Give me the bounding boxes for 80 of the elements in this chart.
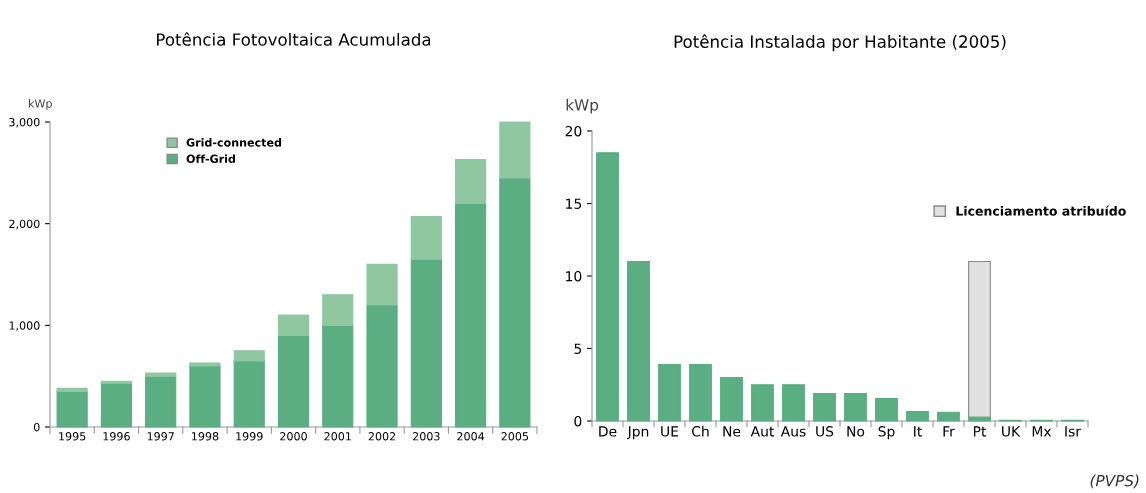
bar [410, 215, 442, 260]
bar [366, 263, 398, 306]
y-tick-label: 3,000 [9, 117, 40, 128]
bar [875, 397, 898, 422]
x-tick-label: Pt [973, 426, 987, 437]
x-tick-label: Isr [1065, 426, 1082, 437]
bar [145, 375, 177, 428]
text: (PVPS) [1090, 474, 1139, 489]
y-tick-label: 0 [33, 422, 40, 432]
legend-label: Grid-connected [186, 138, 282, 147]
x-tick-label: 2001 [324, 432, 351, 441]
x-tick-label: 2003 [412, 432, 440, 441]
x-tick-label: Fr [943, 426, 955, 437]
x-tick-label: 1998 [192, 432, 219, 441]
x-tick-label: 2005 [501, 432, 529, 441]
bar [751, 384, 774, 422]
bar [627, 260, 650, 422]
bar [100, 380, 133, 384]
bar [56, 387, 88, 392]
bar [100, 382, 133, 428]
chart-title: Potência Fotovoltaica Acumulada [157, 32, 431, 46]
bar [937, 411, 960, 422]
bar [322, 294, 354, 326]
y-tick-label: 1,000 [9, 321, 40, 331]
x-tick-label: Sp [878, 426, 895, 440]
x-tick-label: 2002 [368, 432, 396, 441]
bar [277, 314, 310, 337]
bar [366, 304, 398, 428]
y-tick-label: 0 [574, 415, 582, 427]
bar [658, 363, 681, 422]
bar [844, 392, 867, 422]
bar [233, 350, 265, 362]
bar [322, 324, 354, 428]
bar [145, 372, 177, 377]
x-tick-label: 1995 [59, 432, 86, 441]
bar [56, 390, 88, 428]
bar [906, 411, 929, 422]
bar [189, 362, 221, 367]
x-tick-label: UK [1002, 426, 1021, 437]
x-tick-label: Aus [780, 426, 806, 437]
bar [277, 334, 310, 428]
x-tick-label: US [816, 426, 834, 437]
y-axis-title: kWp [566, 98, 599, 114]
bar [782, 384, 805, 422]
y-tick-label: 10 [566, 270, 582, 282]
x-tick-label: Ne [723, 426, 741, 437]
y-tick-label: 15 [566, 198, 582, 209]
y-tick-label: 20 [565, 125, 582, 137]
y-axis-title: kWp [29, 99, 52, 110]
x-tick-label: 1996 [103, 432, 130, 441]
y-tick-label: 2,000 [9, 219, 40, 230]
x-tick-label: No [847, 426, 865, 437]
x-tick-label: Jpn [626, 426, 649, 440]
bar [813, 392, 836, 422]
bar [596, 152, 619, 422]
bar [454, 159, 487, 204]
legend-label: Licenciamento atribuído [956, 205, 1126, 216]
x-tick-label: 2004 [457, 432, 485, 441]
x-tick-label: Mx [1032, 426, 1052, 437]
chart-title: Potência Instalada por Habitante (2005) [674, 34, 1006, 52]
bar [454, 202, 487, 428]
x-tick-label: 1997 [147, 432, 174, 441]
bar [968, 416, 991, 422]
bar [189, 365, 221, 428]
x-tick-label: It [914, 426, 922, 437]
legend-label: Off-Grid [186, 154, 235, 164]
x-tick-label: Ch [692, 425, 709, 437]
x-tick-label: De [599, 426, 617, 437]
x-tick-label: UE [661, 426, 679, 437]
bar [233, 360, 265, 428]
bar [689, 363, 712, 422]
x-tick-label: Aut [750, 426, 775, 437]
bar [720, 376, 743, 422]
y-tick-label: 5 [574, 343, 582, 354]
bar [410, 258, 442, 428]
x-tick-label: 1999 [236, 432, 263, 441]
x-tick-label: 2000 [280, 432, 307, 441]
bar [499, 177, 531, 428]
bar [499, 121, 531, 179]
bar [968, 260, 991, 418]
